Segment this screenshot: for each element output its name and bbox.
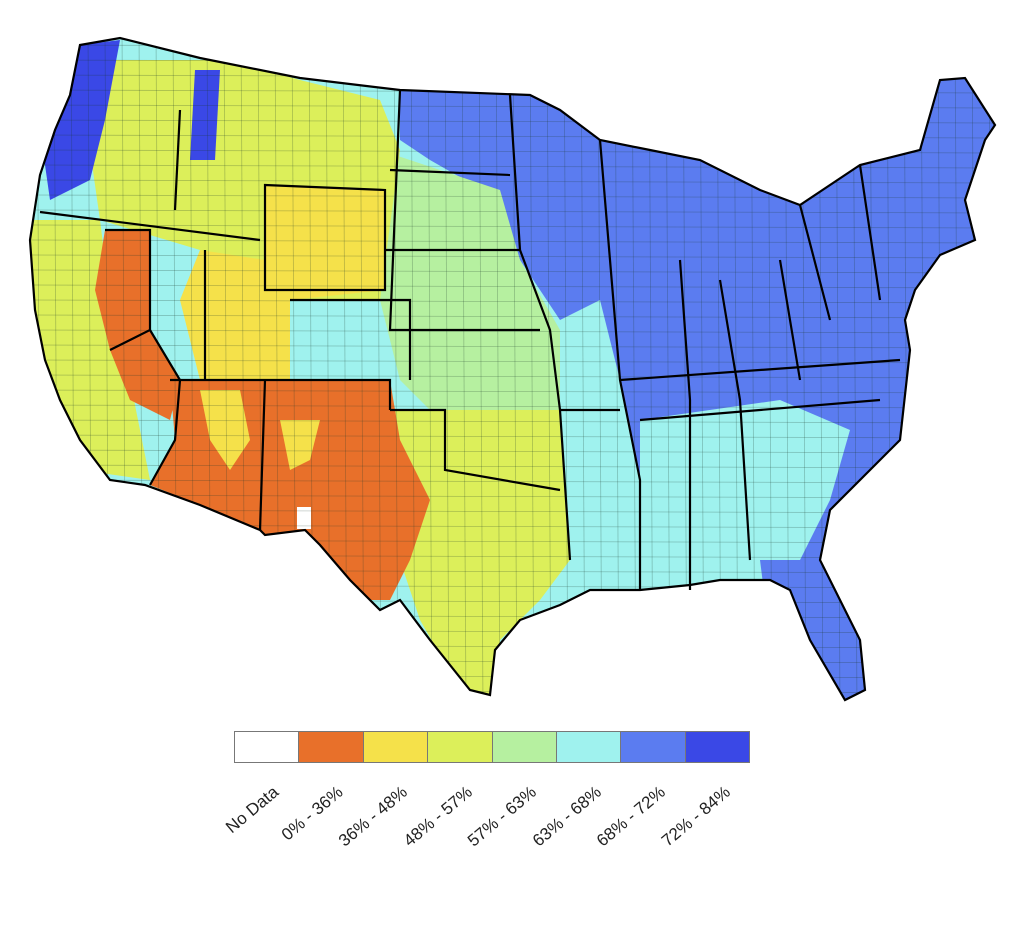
legend-label: 57% - 63% [464, 782, 541, 851]
legend-swatch [556, 732, 622, 762]
zone-upper-midwest [400, 90, 600, 320]
zone-no-data [297, 507, 311, 529]
legend-swatch [428, 732, 493, 762]
legend-label: 63% - 68% [528, 782, 605, 851]
us-map [28, 36, 997, 702]
zone-pacific-northwest [40, 40, 120, 200]
legend-label: 36% - 48% [335, 782, 412, 851]
zone-texas [390, 410, 570, 700]
zone-utah-wyoming [180, 185, 385, 380]
zone-nevada [95, 230, 180, 420]
state-borders [28, 36, 997, 702]
legend-swatch [363, 732, 429, 762]
zone-nm-pocket [280, 420, 320, 470]
legend-swatch [685, 732, 749, 762]
zone-east [580, 60, 995, 700]
legend-label: No Data [222, 782, 283, 837]
legend-label: 72% - 84% [657, 782, 734, 851]
legend-label: 48% - 57% [399, 782, 476, 851]
legend-swatch [621, 732, 686, 762]
zone-arizona-pocket [200, 390, 250, 470]
zone-california [30, 220, 150, 480]
legend-swatch [299, 732, 364, 762]
legend-label: 68% - 72% [593, 782, 670, 851]
legend-swatch [492, 732, 557, 762]
zone-idaho-strip [190, 70, 220, 160]
legend-swatch [235, 732, 300, 762]
map-legend [234, 731, 750, 763]
